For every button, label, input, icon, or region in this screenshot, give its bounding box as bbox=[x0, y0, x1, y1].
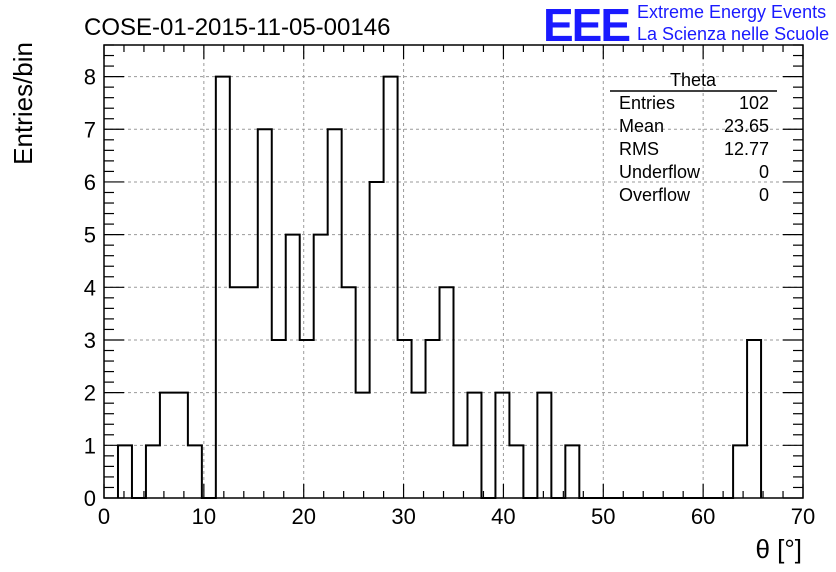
x-tick-label: 20 bbox=[291, 504, 315, 529]
stats-row-value: 0 bbox=[759, 162, 769, 182]
histogram-bin bbox=[272, 340, 286, 498]
y-axis-title: Entries/bin bbox=[8, 42, 38, 165]
stats-box-title: Theta bbox=[670, 70, 717, 90]
histogram-bin bbox=[733, 445, 747, 498]
histogram-bin bbox=[216, 77, 230, 498]
histogram-bin bbox=[258, 129, 272, 498]
histogram-bin bbox=[328, 129, 342, 498]
eee-logo-mark: EEE bbox=[543, 0, 629, 51]
histogram-bin bbox=[398, 340, 412, 498]
y-tick-label: 4 bbox=[84, 275, 96, 300]
histogram-bin bbox=[454, 445, 468, 498]
histogram-bin bbox=[314, 235, 328, 498]
histogram-bin bbox=[174, 393, 188, 498]
stats-row-value: 23.65 bbox=[724, 116, 769, 136]
histogram-bin bbox=[286, 235, 300, 498]
histogram-bin bbox=[467, 393, 481, 498]
y-tick-label: 6 bbox=[84, 170, 96, 195]
histogram-bin bbox=[509, 445, 523, 498]
y-tick-label: 8 bbox=[84, 65, 96, 90]
histogram-bin bbox=[188, 445, 202, 498]
histogram-bin bbox=[146, 445, 160, 498]
stats-row-label: Underflow bbox=[619, 162, 701, 182]
x-axis: 0 10 20 30 40 50 60 70 bbox=[98, 45, 815, 529]
y-tick-label: 1 bbox=[84, 433, 96, 458]
eee-logo: EEE Extreme Energy Events La Scienza nel… bbox=[543, 0, 829, 51]
chart-title: COSE-01-2015-11-05-00146 bbox=[84, 14, 390, 41]
stats-row-label: Overflow bbox=[619, 185, 691, 205]
y-tick-label: 0 bbox=[84, 486, 96, 511]
x-axis-title: θ [°] bbox=[755, 534, 802, 564]
eee-logo-line1: Extreme Energy Events bbox=[637, 2, 826, 22]
stats-row-label: Mean bbox=[619, 116, 664, 136]
stats-box: Theta Entries 102 Mean 23.65 RMS 12.77 Underfl… bbox=[610, 70, 777, 205]
histogram-bin bbox=[384, 77, 398, 498]
y-tick-label: 3 bbox=[84, 328, 96, 353]
y-tick-label: 5 bbox=[84, 223, 96, 248]
x-tick-label: 30 bbox=[391, 504, 415, 529]
histogram-bin bbox=[565, 445, 579, 498]
histogram-bin bbox=[747, 340, 761, 498]
y-tick-label: 7 bbox=[84, 117, 96, 142]
x-tick-label: 50 bbox=[591, 504, 615, 529]
x-tick-label: 60 bbox=[691, 504, 715, 529]
x-tick-label: 40 bbox=[491, 504, 515, 529]
y-tick-label: 2 bbox=[84, 381, 96, 406]
stats-row-value: 102 bbox=[739, 93, 769, 113]
histogram-bin bbox=[426, 340, 440, 498]
histogram-bin bbox=[342, 287, 356, 498]
histogram-bin bbox=[118, 445, 132, 498]
x-tick-label: 70 bbox=[791, 504, 815, 529]
y-axis: 0 1 2 3 4 5 6 7 8 bbox=[84, 44, 803, 511]
stats-row-value: 12.77 bbox=[724, 139, 769, 159]
stats-row-label: Entries bbox=[619, 93, 675, 113]
plot-frame bbox=[103, 44, 804, 499]
histogram-bin bbox=[300, 340, 314, 498]
stats-row-label: RMS bbox=[619, 139, 659, 159]
x-tick-label: 10 bbox=[192, 504, 216, 529]
stats-row-value: 0 bbox=[759, 185, 769, 205]
eee-logo-line2: La Scienza nelle Scuole bbox=[637, 24, 829, 44]
x-tick-label: 0 bbox=[98, 504, 110, 529]
